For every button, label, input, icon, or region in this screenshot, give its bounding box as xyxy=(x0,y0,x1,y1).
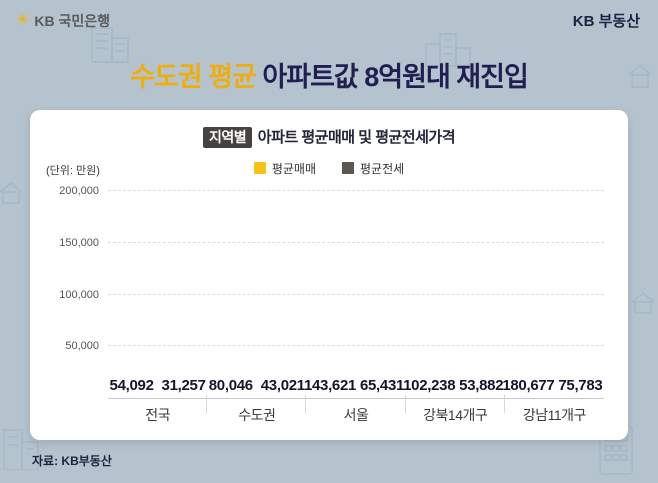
gridline xyxy=(108,241,604,243)
y-axis-tick-label: 100,000 xyxy=(59,288,99,301)
kb-star-icon: ✳ xyxy=(16,11,30,29)
chart-plot-area: 54,092 31,257 80,046 43,021 143,621 65,431 102… xyxy=(59,185,604,399)
legend-label-sale: 평균매매 xyxy=(271,161,316,176)
chart-legend: 평균매매 평균전세 xyxy=(50,159,608,177)
category-label: 강남11개구 xyxy=(522,407,587,423)
kb-real-estate-brand: KB 부동산 xyxy=(572,13,640,30)
skyline-decoration-icon xyxy=(425,33,471,67)
legend-swatch-jeonse-icon xyxy=(342,162,354,174)
bar-value-label: 65,431 xyxy=(359,377,405,394)
gridline xyxy=(108,345,604,347)
gridline xyxy=(108,190,604,191)
bar-value-label: 43,021 xyxy=(260,377,305,394)
page-title-highlight: 수도권 평균 xyxy=(130,62,257,92)
chart-title: 지역별 아파트 평균매매 및 평균전세가격 xyxy=(50,126,608,148)
category-label: 전국 xyxy=(108,395,208,425)
category-label: 서울 xyxy=(306,395,406,425)
page-title-rest: 아파트값 8억원대 재진입 xyxy=(255,62,528,92)
page-title: 수도권 평균 아파트값 8억원대 재진입 xyxy=(0,55,658,94)
y-axis-tick-label: 150,000 xyxy=(59,236,99,249)
chart-title-text: 아파트 평균매매 및 평균전세가격 xyxy=(254,129,456,146)
legend-label-jeonse: 평균전세 xyxy=(360,161,405,176)
building-decoration-icon xyxy=(91,27,129,63)
y-axis-tick-label: 200,000 xyxy=(59,185,99,197)
chart-card: 지역별 아파트 평균매매 및 평균전세가격 (단위: 만원) 평균매매 평균전세… xyxy=(30,110,628,440)
legend-item-sale: 평균매매 xyxy=(253,160,316,177)
bar-value-label: 31,257 xyxy=(161,377,206,394)
kb-bank-logo-text: KB 국민은행 xyxy=(34,12,111,29)
house-decoration-icon xyxy=(0,181,23,204)
bar-value-label: 54,092 xyxy=(109,377,154,394)
legend-item-jeonse: 평균전세 xyxy=(342,160,404,177)
bar-value-label: 180,677 xyxy=(502,377,555,394)
source-note: 자료: KB부동산 xyxy=(32,454,112,468)
unit-label: (단위: 만원) xyxy=(46,165,100,177)
x-axis-labels: 전국 수도권 서울 강북14개구 강남11개구 xyxy=(108,395,604,431)
category-label: 강북14개구 xyxy=(406,395,506,425)
gridline xyxy=(108,293,604,295)
header: ✳ KB 국민은행 KB 부동산 xyxy=(0,0,658,31)
bar-value-label: 102,238 xyxy=(403,377,456,394)
bar-value-label: 80,046 xyxy=(208,377,253,394)
legend-swatch-sale-icon xyxy=(253,162,266,174)
kb-bank-logo: ✳ KB 국민은행 xyxy=(16,11,110,31)
bar-value-label: 53,882 xyxy=(459,377,504,394)
legend-row: (단위: 만원) 평균매매 평균전세 xyxy=(46,159,608,178)
bar-value-label: 143,621 xyxy=(303,377,357,394)
y-axis-tick-label: 50,000 xyxy=(65,340,99,353)
bar-value-label: 75,783 xyxy=(558,377,603,394)
house-decoration-icon xyxy=(628,63,652,88)
buildings-decoration-icon xyxy=(3,429,39,470)
chart-title-badge: 지역별 xyxy=(202,127,253,148)
bars-container: 54,092 31,257 80,046 43,021 143,621 65,431 102… xyxy=(108,191,604,398)
house-decoration-icon xyxy=(631,291,655,314)
category-label: 수도권 xyxy=(207,395,307,425)
